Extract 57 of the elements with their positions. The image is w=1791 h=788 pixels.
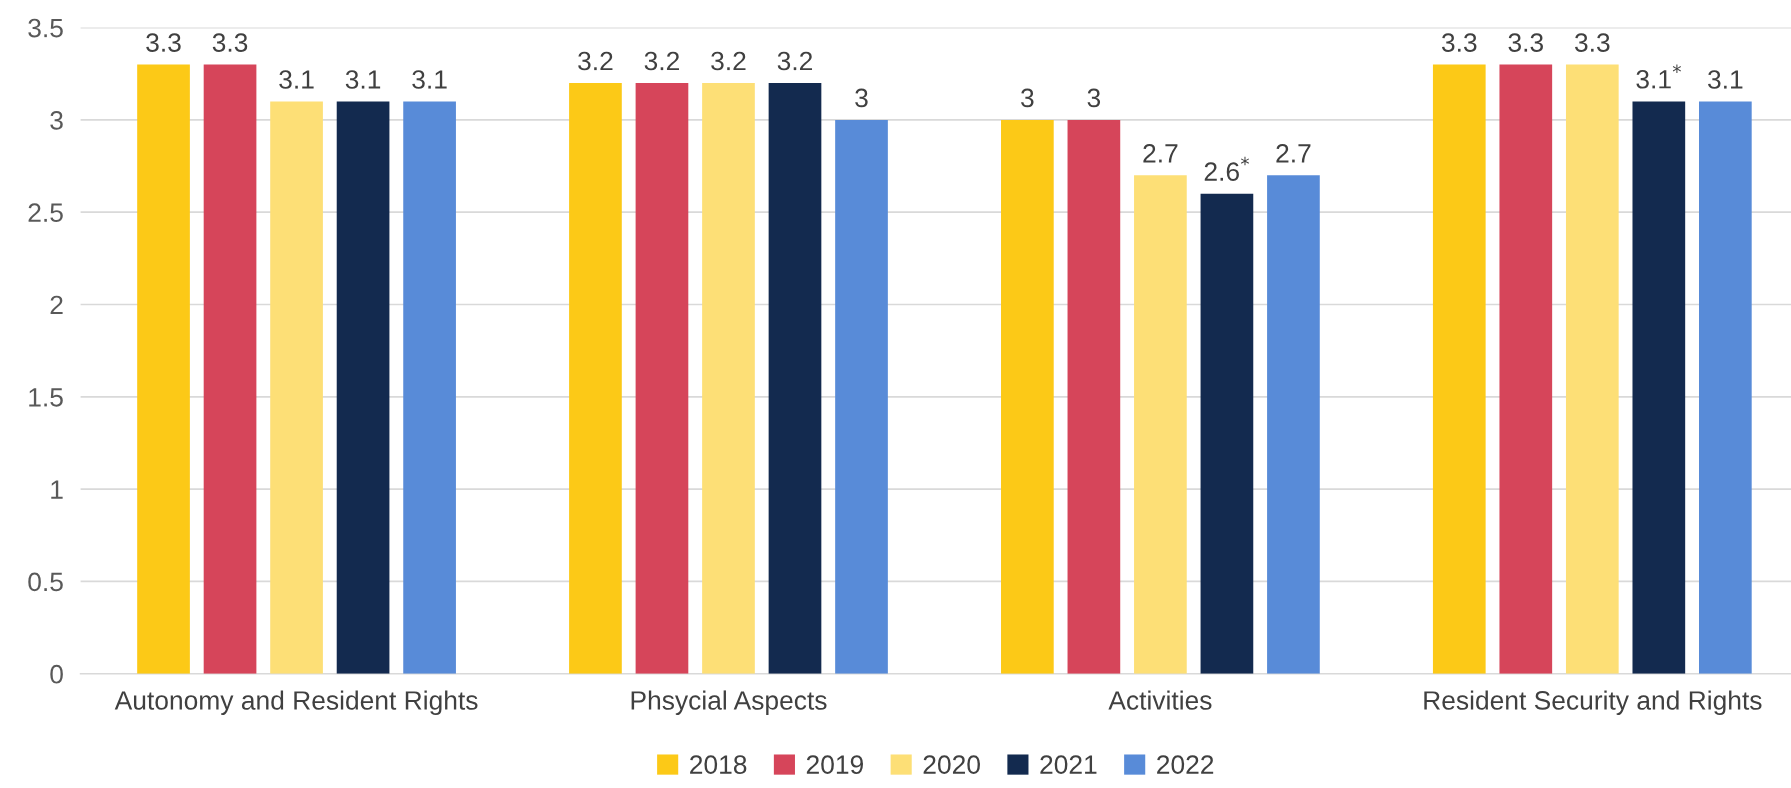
bar [137, 64, 190, 674]
bar [1699, 101, 1752, 674]
legend-label: 2019 [806, 755, 863, 775]
data-label: 3.2 [578, 51, 613, 71]
bar [1632, 101, 1686, 674]
y-tick-label: 3.5 [28, 18, 63, 38]
data-label: 2.7 [1276, 143, 1311, 163]
data-label: 3 [1087, 88, 1101, 108]
y-tick-label: 2 [50, 295, 63, 315]
bar [1001, 119, 1054, 674]
bar [1134, 175, 1187, 674]
bar [835, 119, 888, 674]
bar [1565, 64, 1619, 674]
x-tick-label: Autonomy and Resident Rights [114, 690, 478, 716]
legend-label: 2020 [923, 755, 980, 775]
bar [203, 64, 257, 674]
data-label: 3.2 [777, 51, 813, 71]
bar [1267, 175, 1320, 674]
bar [1432, 64, 1486, 674]
legend-label: 2021 [1040, 755, 1097, 775]
bar [1067, 119, 1121, 674]
y-tick-label: 0 [50, 664, 63, 684]
x-tick-label: Phsycial Aspects [631, 690, 827, 716]
data-label: 3.3 [1441, 33, 1477, 52]
bar [403, 101, 456, 674]
data-label: 2.6$^{*}$ [1204, 156, 1250, 181]
y-tick-label: 1.5 [29, 388, 63, 407]
data-label: 3.1 [345, 70, 381, 89]
data-label: 3.3 [146, 33, 181, 52]
bar [1200, 193, 1254, 674]
data-label: 3.1 [1708, 70, 1743, 89]
bar [1499, 64, 1553, 674]
x-tick-label: Activities [1108, 690, 1212, 710]
x-tick-label: Resident Security and Rights [1424, 690, 1762, 716]
data-label: 3.1 [412, 70, 447, 89]
bar [569, 82, 622, 674]
bar [270, 101, 323, 674]
data-label: 2.7 [1143, 143, 1178, 163]
data-label: 3 [1021, 88, 1034, 108]
y-tick-label: 0.5 [28, 572, 63, 592]
legend-label: 2022 [1157, 755, 1214, 775]
y-tick-label: 2.5 [28, 203, 63, 223]
data-label: 3.1 [279, 70, 314, 89]
data-label: 3.3 [1574, 33, 1610, 52]
bar [336, 101, 390, 674]
data-label: 3 [855, 88, 868, 108]
data-label: 3.1$^{*}$ [1636, 64, 1681, 89]
y-tick-label: 3 [50, 111, 63, 130]
data-label: 3.2 [644, 51, 679, 71]
data-label: 3.2 [711, 51, 746, 71]
y-tick-label: 1 [51, 480, 63, 499]
bar [768, 82, 822, 674]
data-label: 3.3 [1508, 33, 1543, 52]
bar [635, 82, 689, 674]
bar [702, 82, 755, 674]
legend-label: 2018 [690, 755, 747, 775]
data-label: 3.3 [212, 33, 248, 52]
